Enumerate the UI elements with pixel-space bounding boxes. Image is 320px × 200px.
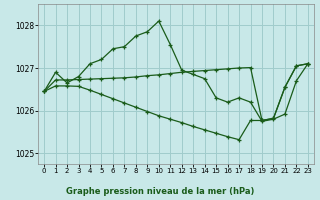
- Text: Graphe pression niveau de la mer (hPa): Graphe pression niveau de la mer (hPa): [66, 187, 254, 196]
